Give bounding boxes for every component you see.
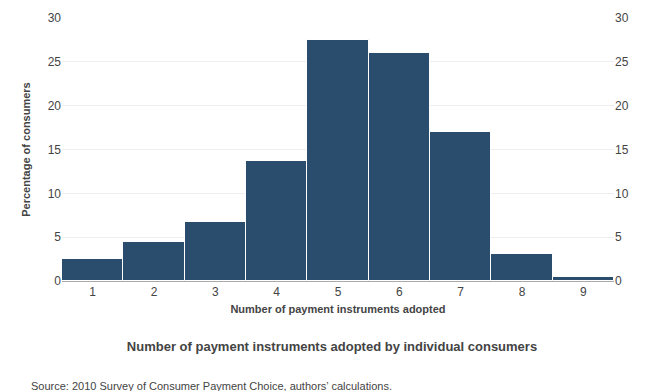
svg-text:15: 15	[48, 143, 62, 157]
svg-text:Number of payment instruments: Number of payment instruments adopted	[230, 303, 445, 315]
svg-text:4: 4	[273, 285, 280, 299]
svg-text:5: 5	[335, 285, 342, 299]
svg-text:5: 5	[54, 230, 61, 244]
svg-text:20: 20	[48, 99, 62, 113]
svg-text:Source: 2010 Survey of Consume: Source: 2010 Survey of Consumer Payment …	[31, 380, 392, 391]
svg-text:25: 25	[48, 55, 62, 69]
svg-text:Percentage of consumers: Percentage of consumers	[20, 82, 32, 217]
svg-text:10: 10	[48, 187, 62, 201]
svg-text:10: 10	[615, 187, 629, 201]
svg-text:0: 0	[615, 274, 622, 288]
svg-text:2: 2	[151, 285, 158, 299]
svg-text:0: 0	[54, 274, 61, 288]
svg-text:8: 8	[519, 285, 526, 299]
svg-text:5: 5	[615, 230, 622, 244]
svg-text:6: 6	[396, 285, 403, 299]
svg-text:7: 7	[457, 285, 464, 299]
svg-text:30: 30	[615, 11, 629, 25]
svg-text:15: 15	[615, 143, 629, 157]
svg-text:9: 9	[580, 285, 587, 299]
svg-text:30: 30	[48, 11, 62, 25]
svg-text:3: 3	[212, 285, 219, 299]
svg-text:1: 1	[89, 285, 96, 299]
svg-text:25: 25	[615, 55, 629, 69]
svg-text:20: 20	[615, 99, 629, 113]
svg-text:Number of payment instruments: Number of payment instruments adopted by…	[127, 339, 537, 354]
